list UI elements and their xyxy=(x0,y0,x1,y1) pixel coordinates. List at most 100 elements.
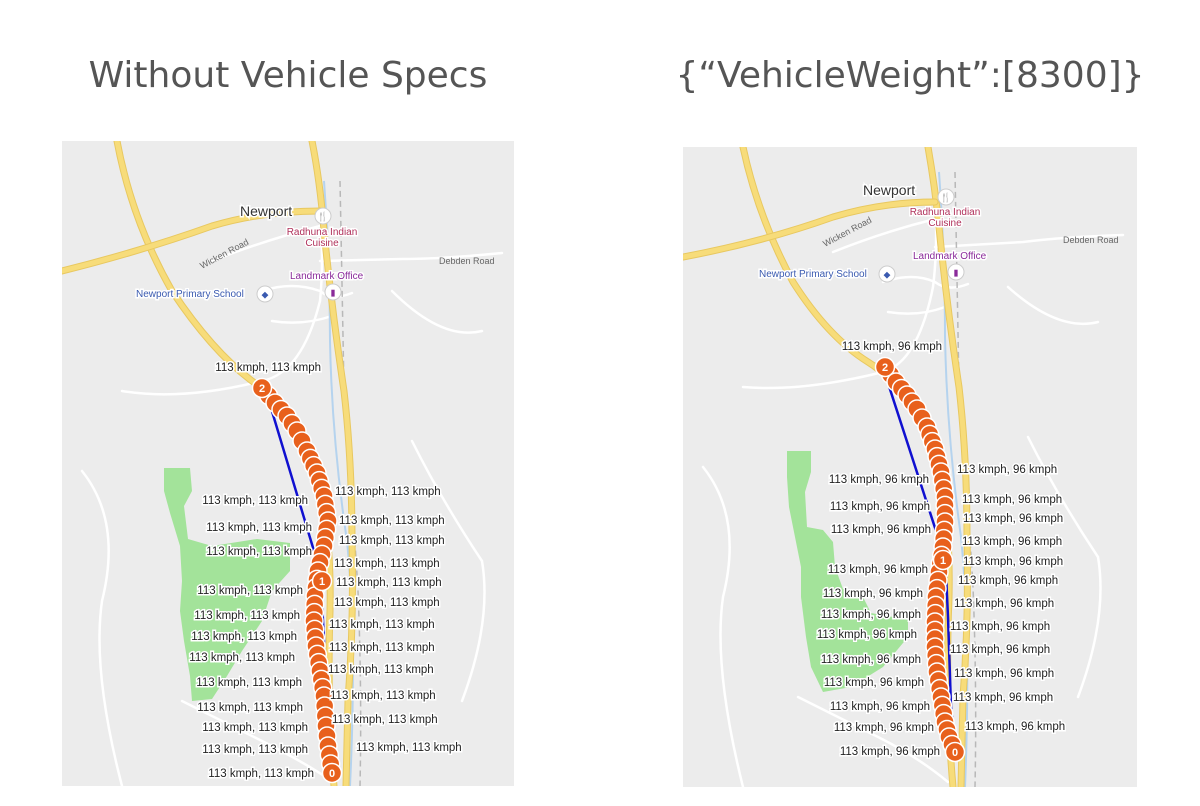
right-speed-label: 113 kmph, 96 kmph xyxy=(958,575,1058,587)
left-minor-road xyxy=(120,209,324,396)
left-speed-label: 113 kmph, 113 kmph xyxy=(191,631,297,643)
right-speed-label: 113 kmph, 96 kmph xyxy=(828,564,928,576)
svg-text:🍴: 🍴 xyxy=(940,192,951,204)
left-speed-label: 113 kmph, 113 kmph xyxy=(202,744,308,756)
right-speed-label: 113 kmph, 96 kmph xyxy=(954,668,1054,680)
right-speed-label: 113 kmph, 96 kmph xyxy=(821,609,921,621)
right-speed-label: 113 kmph, 96 kmph xyxy=(840,746,940,758)
right-start-marker[interactable]: 2 xyxy=(874,356,896,378)
left-minor-road xyxy=(390,289,484,334)
right-speed-label: 113 kmph, 96 kmph xyxy=(829,474,929,486)
left-speed-label: 113 kmph, 113 kmph xyxy=(215,362,321,374)
right-major-road xyxy=(925,147,970,787)
right-minor-road xyxy=(701,465,745,787)
left-landmark-icon[interactable]: ▮ xyxy=(324,283,342,301)
right-end-marker[interactable]: 0 xyxy=(944,741,966,763)
left-speed-label: 113 kmph, 113 kmph xyxy=(206,546,312,558)
left-park-area xyxy=(164,468,290,701)
left-major-road xyxy=(62,208,323,274)
left-school-icon[interactable]: ◆ xyxy=(256,285,274,303)
right-minor-road xyxy=(1026,435,1102,699)
left-speed-label: 113 kmph, 113 kmph xyxy=(202,495,308,507)
left-minor-road xyxy=(210,224,322,263)
left-speed-label: 113 kmph, 113 kmph xyxy=(194,610,300,622)
right-school-icon[interactable]: ◆ xyxy=(878,265,896,283)
right-speed-label: 113 kmph, 96 kmph xyxy=(954,598,1054,610)
map-panel-without-specs[interactable]: Newport Radhuna Indian Cuisine Landmark Off… xyxy=(62,141,514,786)
right-start-marker-label: 2 xyxy=(882,362,888,374)
right-end-marker-label: 0 xyxy=(952,747,958,759)
left-speed-label: 113 kmph, 113 kmph xyxy=(208,768,314,780)
right-mid-marker-label: 1 xyxy=(940,555,946,567)
left-speed-labels: 113 kmph, 113 kmph 113 kmph, 113 kmph 113 … xyxy=(188,361,463,782)
left-route-markers: 2 1 0 xyxy=(251,377,343,784)
left-speed-label: 113 kmph, 113 kmph xyxy=(206,522,312,534)
right-town-label: Newport xyxy=(863,182,915,198)
left-restaurant-icon[interactable]: 🍴 xyxy=(314,207,332,225)
right-speed-label: 113 kmph, 96 kmph xyxy=(821,654,921,666)
left-debden-road-label: Debden Road xyxy=(439,256,495,266)
right-speed-label: 113 kmph, 96 kmph xyxy=(830,501,930,513)
left-speed-label: 113 kmph, 113 kmph xyxy=(332,714,438,726)
left-mid-marker[interactable]: 1 xyxy=(311,570,333,592)
right-speed-label: 113 kmph, 96 kmph xyxy=(965,721,1065,733)
left-speed-label: 113 kmph, 113 kmph xyxy=(336,577,442,589)
left-end-marker[interactable]: 0 xyxy=(321,762,343,784)
right-speed-label: 113 kmph, 96 kmph xyxy=(830,701,930,713)
right-restaurant-icon[interactable]: 🍴 xyxy=(937,188,955,206)
right-speed-label: 113 kmph, 96 kmph xyxy=(831,524,931,536)
right-speed-label: 113 kmph, 96 kmph xyxy=(824,677,924,689)
left-speed-label: 113 kmph, 113 kmph xyxy=(334,597,440,609)
right-landmark-label: Landmark Office xyxy=(913,251,987,262)
right-mid-marker[interactable]: 1 xyxy=(932,549,954,571)
right-minor-road xyxy=(831,217,937,254)
right-speed-label: 113 kmph, 96 kmph xyxy=(842,341,942,353)
left-minor-road xyxy=(410,439,486,703)
left-minor-road xyxy=(180,699,334,783)
right-minor-road xyxy=(741,195,938,390)
right-speed-label: 113 kmph, 96 kmph xyxy=(950,644,1050,656)
right-speed-label: 113 kmph, 96 kmph xyxy=(962,536,1062,548)
left-speed-label: 113 kmph, 113 kmph xyxy=(329,619,435,631)
right-speed-labels: 113 kmph, 96 kmph 113 kmph, 96 kmph 113 km… xyxy=(815,340,1066,760)
left-school-label: Newport Primary School xyxy=(136,289,244,300)
left-speed-label: 113 kmph, 113 kmph xyxy=(328,664,434,676)
right-speed-label: 113 kmph, 96 kmph xyxy=(950,621,1050,633)
right-landmark-icon[interactable]: ▮ xyxy=(947,263,965,281)
right-title: {“VehicleWeight”:[8300]} xyxy=(675,55,1145,96)
svg-text:◆: ◆ xyxy=(884,270,891,280)
right-major-road xyxy=(683,199,938,260)
right-speed-label: 113 kmph, 96 kmph xyxy=(962,494,1062,506)
right-minor-road xyxy=(796,695,950,784)
right-minor-road xyxy=(933,233,1125,249)
left-town-label: Newport xyxy=(240,203,292,219)
left-restaurant-label-2: Cuisine xyxy=(305,238,339,249)
left-speed-label: 113 kmph, 113 kmph xyxy=(335,486,441,498)
right-speed-label: 113 kmph, 96 kmph xyxy=(953,692,1053,704)
svg-text:🍴: 🍴 xyxy=(317,211,328,223)
left-end-marker-label: 0 xyxy=(329,768,335,780)
left-restaurant-label: Radhuna Indian xyxy=(287,227,358,238)
right-speed-label: 113 kmph, 96 kmph xyxy=(834,722,934,734)
left-start-marker[interactable]: 2 xyxy=(251,377,273,399)
map-panel-vehicle-weight[interactable]: Newport Radhuna Indian Cuisine Landmark Off… xyxy=(683,147,1137,787)
svg-text:◆: ◆ xyxy=(262,290,269,300)
right-restaurant-label-2: Cuisine xyxy=(928,218,962,229)
left-speed-label: 113 kmph, 113 kmph xyxy=(334,558,440,570)
left-minor-road xyxy=(318,251,504,263)
right-route-markers: 2 1 0 xyxy=(874,356,966,763)
left-speed-label: 113 kmph, 113 kmph xyxy=(330,690,436,702)
left-landmark-label: Landmark Office xyxy=(290,271,364,282)
right-speed-label: 113 kmph, 96 kmph xyxy=(817,629,917,641)
right-speed-label: 113 kmph, 96 kmph xyxy=(957,464,1057,476)
left-start-marker-label: 2 xyxy=(259,383,265,395)
right-speed-label: 113 kmph, 96 kmph xyxy=(963,513,1063,525)
left-speed-label: 113 kmph, 113 kmph xyxy=(189,652,295,664)
left-title: Without Vehicle Specs xyxy=(88,55,488,96)
right-speed-label: 113 kmph, 96 kmph xyxy=(963,556,1063,568)
left-mid-marker-label: 1 xyxy=(319,576,325,588)
left-minor-road xyxy=(260,284,354,298)
right-park-area xyxy=(787,451,908,692)
